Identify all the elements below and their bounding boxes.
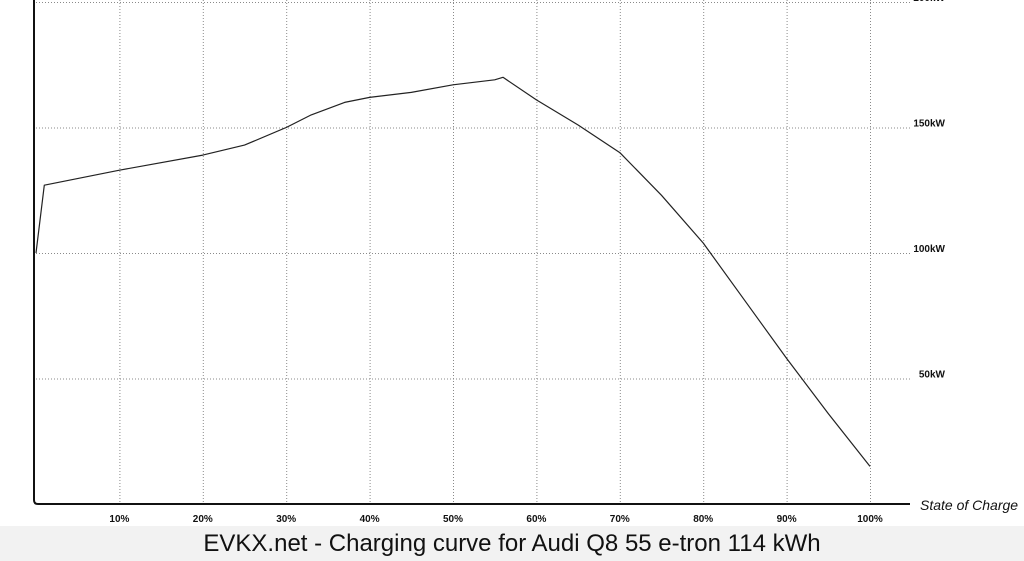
x-tick-label: 100% xyxy=(857,514,883,525)
x-tick-label: 60% xyxy=(526,514,546,525)
charging-curve-chart: 10% 20% 30% 40% 50% 60% 70% 80% 90% 100% 50kW 100kW… xyxy=(33,0,1018,525)
y-tick-label: 50kW xyxy=(919,370,946,381)
x-tick-label: 30% xyxy=(276,514,296,525)
chart-caption: EVKX.net - Charging curve for Audi Q8 55… xyxy=(203,530,821,557)
y-tick-label: 100kW xyxy=(913,244,945,255)
y-tick-label: 150kW xyxy=(913,119,945,130)
x-tick-label: 10% xyxy=(109,514,129,525)
x-tick-label: 90% xyxy=(777,514,797,525)
charging-curve-line xyxy=(35,76,871,467)
x-tick-label: 20% xyxy=(193,514,213,525)
x-tick-label: 80% xyxy=(693,514,713,525)
y-tick-label: 200kW xyxy=(913,0,945,4)
x-tick-label: 40% xyxy=(360,514,380,525)
x-tick-label: 50% xyxy=(443,514,463,525)
chart-axes xyxy=(33,0,910,505)
chart-area: 10% 20% 30% 40% 50% 60% 70% 80% 90% 100% 50kW 100kW… xyxy=(33,0,1019,525)
x-axis-title: State of Charge xyxy=(920,497,1018,513)
caption-bar xyxy=(0,526,1024,561)
x-tick-label: 70% xyxy=(610,514,630,525)
